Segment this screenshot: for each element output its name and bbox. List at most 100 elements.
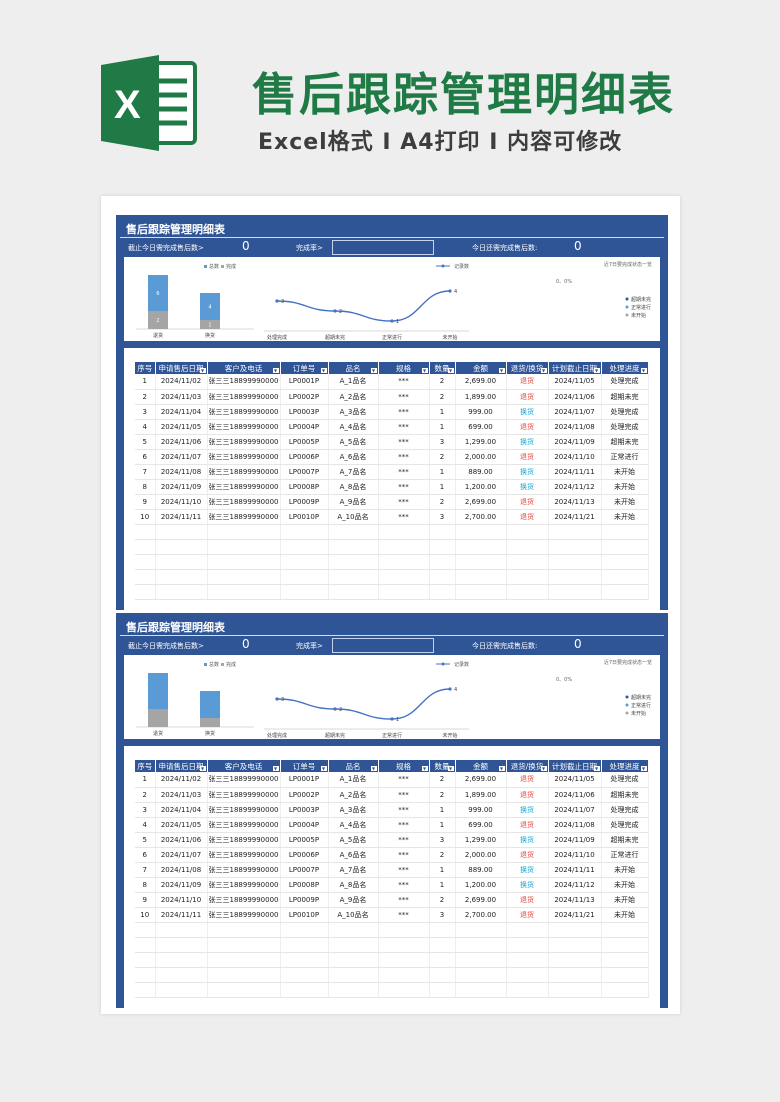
column-header[interactable]: 处理进度 ▼	[601, 760, 649, 772]
empty-cell	[155, 967, 208, 983]
completion-rate-field[interactable]	[332, 638, 434, 653]
column-header[interactable]: 计划截止日期 ▼	[548, 362, 602, 374]
filter-dropdown-icon[interactable]: ▼	[640, 766, 647, 771]
filter-dropdown-icon[interactable]: ▼	[199, 766, 206, 771]
empty-cell	[155, 922, 208, 938]
line-value-label: 4	[454, 289, 457, 295]
line-value-label: 2	[339, 707, 342, 713]
column-header[interactable]: 申请售后日期 ▼	[155, 362, 208, 374]
column-header[interactable]: 计划截止日期 ▼	[548, 760, 602, 772]
empty-cell	[135, 539, 156, 555]
table-row[interactable]: 6 2024/11/07 张三三18899990000 LP0006P A_6品名 ***…	[135, 449, 649, 465]
pie-label: 0、0%	[556, 279, 572, 285]
column-header[interactable]: 订单号 ▼	[280, 760, 329, 772]
column-header[interactable]: 序号	[135, 362, 156, 374]
table-row[interactable]: 10 2024/11/11 张三三18899990000 LP0010P A_10品名 *…	[135, 907, 649, 923]
table-row[interactable]: 10 2024/11/11 张三三18899990000 LP0010P A_10品名 *…	[135, 509, 649, 525]
filter-dropdown-icon[interactable]: ▼	[370, 766, 377, 771]
table-row[interactable]: 9 2024/11/10 张三三18899990000 LP0009P A_9品名 ***…	[135, 494, 649, 510]
filter-dropdown-icon[interactable]: ▼	[540, 766, 547, 771]
empty-row	[135, 584, 649, 600]
filter-dropdown-icon[interactable]: ▼	[370, 368, 377, 373]
sheet-preview-1: 售后跟踪管理明细表 截止今日需完成售后数> 0 完成率> 今日还需完成售后数: …	[116, 215, 668, 610]
table-cell: LP0004P	[280, 817, 329, 833]
column-header[interactable]: 退货/换货 ▼	[506, 760, 549, 772]
column-header[interactable]: 退货/换货 ▼	[506, 362, 549, 374]
filter-dropdown-icon[interactable]: ▼	[421, 766, 428, 771]
table-cell: A_8品名	[328, 479, 379, 495]
table-cell: 张三三18899990000	[207, 509, 281, 525]
filter-dropdown-icon[interactable]: ▼	[540, 368, 547, 373]
column-header[interactable]: 品名 ▼	[328, 760, 379, 772]
table-row[interactable]: 8 2024/11/09 张三三18899990000 LP0008P A_8品名 ***…	[135, 877, 649, 893]
column-header[interactable]: 序号	[135, 760, 156, 772]
legend-marker	[441, 264, 445, 268]
table-cell: 2024/11/11	[155, 907, 208, 923]
column-header[interactable]: 申请售后日期 ▼	[155, 760, 208, 772]
filter-dropdown-icon[interactable]: ▼	[421, 368, 428, 373]
empty-cell	[548, 539, 602, 555]
table-row[interactable]: 6 2024/11/07 张三三18899990000 LP0006P A_6品名 ***…	[135, 847, 649, 863]
empty-cell	[280, 524, 329, 540]
table-cell: 2	[429, 449, 456, 465]
column-header[interactable]: 数量 ▼	[429, 362, 456, 374]
column-header[interactable]: 品名 ▼	[328, 362, 379, 374]
table-row[interactable]: 5 2024/11/06 张三三18899990000 LP0005P A_5品名 ***…	[135, 434, 649, 450]
table-cell: 处理完成	[601, 374, 649, 390]
table-cell: 2024/11/05	[155, 817, 208, 833]
column-header[interactable]: 规格 ▼	[378, 362, 430, 374]
table-row[interactable]: 3 2024/11/04 张三三18899990000 LP0003P A_3品名 ***…	[135, 802, 649, 818]
filter-dropdown-icon[interactable]: ▼	[640, 368, 647, 373]
filter-dropdown-icon[interactable]: ▼	[320, 766, 327, 771]
empty-cell	[280, 967, 329, 983]
column-header[interactable]: 数量 ▼	[429, 760, 456, 772]
table-row[interactable]: 3 2024/11/04 张三三18899990000 LP0003P A_3品名 ***…	[135, 404, 649, 420]
filter-dropdown-icon[interactable]: ▼	[498, 766, 505, 771]
column-header[interactable]: 订单号 ▼	[280, 362, 329, 374]
table-row[interactable]: 5 2024/11/06 张三三18899990000 LP0005P A_5品名 ***…	[135, 832, 649, 848]
table-cell: ***	[378, 772, 430, 788]
table-row[interactable]: 7 2024/11/08 张三三18899990000 LP0007P A_7品名 ***…	[135, 464, 649, 480]
filter-dropdown-icon[interactable]: ▼	[593, 368, 600, 373]
column-header[interactable]: 客户及电话 ▼	[207, 760, 281, 772]
empty-cell	[207, 922, 281, 938]
column-header[interactable]: 处理进度 ▼	[601, 362, 649, 374]
table-row[interactable]: 7 2024/11/08 张三三18899990000 LP0007P A_7品名 ***…	[135, 862, 649, 878]
empty-cell	[328, 952, 379, 968]
filter-dropdown-icon[interactable]: ▼	[498, 368, 505, 373]
table-cell: 10	[135, 509, 156, 525]
empty-cell	[455, 554, 507, 570]
filter-dropdown-icon[interactable]: ▼	[593, 766, 600, 771]
table-row[interactable]: 1 2024/11/02 张三三18899990000 LP0001P A_1品名 ***…	[135, 374, 649, 390]
kpi-rate-label: 完成率>	[296, 642, 323, 650]
filter-dropdown-icon[interactable]: ▼	[199, 368, 206, 373]
empty-cell	[548, 569, 602, 585]
filter-dropdown-icon[interactable]: ▼	[272, 368, 279, 373]
table-cell: A_7品名	[328, 464, 379, 480]
table-cell: 2024/11/06	[548, 389, 602, 405]
column-header[interactable]: 客户及电话 ▼	[207, 362, 281, 374]
table-row[interactable]: 4 2024/11/05 张三三18899990000 LP0004P A_4品名 ***…	[135, 419, 649, 435]
filter-dropdown-icon[interactable]: ▼	[447, 368, 454, 373]
table-row[interactable]: 2 2024/11/03 张三三18899990000 LP0002P A_2品名 ***…	[135, 787, 649, 803]
table-row[interactable]: 2 2024/11/03 张三三18899990000 LP0002P A_2品名 ***…	[135, 389, 649, 405]
empty-cell	[601, 524, 649, 540]
table-cell: LP0004P	[280, 419, 329, 435]
column-header[interactable]: 金额 ▼	[455, 362, 507, 374]
table-header-row: 序号 申请售后日期 ▼ 客户及电话 ▼ 订单号 ▼ 品名 ▼ 规格 ▼ 数量 ▼ 金额 ▼ 退货/换货 ▼ 计划截…	[135, 760, 649, 772]
column-header-label: 客户及电话	[224, 761, 263, 771]
filter-dropdown-icon[interactable]: ▼	[272, 766, 279, 771]
table-row[interactable]: 1 2024/11/02 张三三18899990000 LP0001P A_1品名 ***…	[135, 772, 649, 788]
line-series	[276, 290, 451, 322]
column-header[interactable]: 金额 ▼	[455, 760, 507, 772]
filter-dropdown-icon[interactable]: ▼	[320, 368, 327, 373]
table-row[interactable]: 4 2024/11/05 张三三18899990000 LP0004P A_4品名 ***…	[135, 817, 649, 833]
table-row[interactable]: 8 2024/11/09 张三三18899990000 LP0008P A_8品名 ***…	[135, 479, 649, 495]
table-cell: 未开始	[601, 509, 649, 525]
table-row[interactable]: 9 2024/11/10 张三三18899990000 LP0009P A_9品名 ***…	[135, 892, 649, 908]
pie-legend-marker	[625, 297, 629, 301]
completion-rate-field[interactable]	[332, 240, 434, 255]
column-header[interactable]: 规格 ▼	[378, 760, 430, 772]
line-value-label: 1	[396, 717, 399, 723]
filter-dropdown-icon[interactable]: ▼	[447, 766, 454, 771]
